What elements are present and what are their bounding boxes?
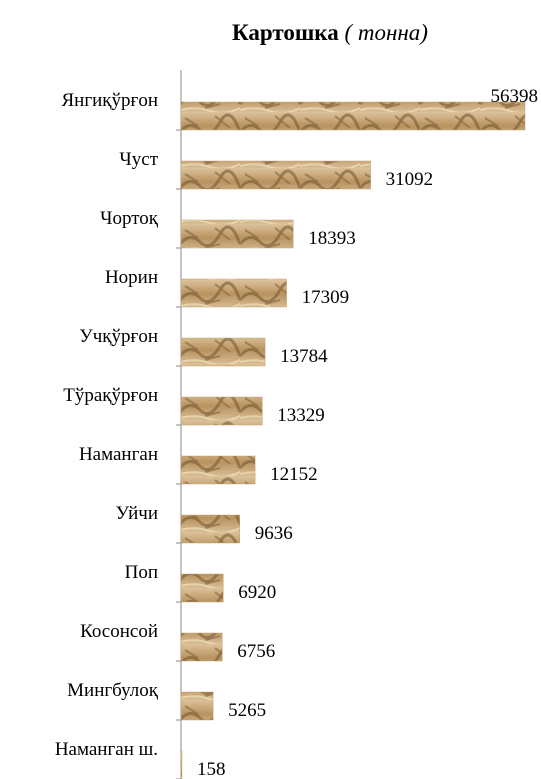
y-tick-label: Норин xyxy=(105,267,158,288)
y-tick-label: Чортоқ xyxy=(100,208,159,229)
y-tick-label: Тўрақўрғон xyxy=(63,385,158,406)
unit: ( тонна) xyxy=(344,20,428,45)
value-label: 18393 xyxy=(308,228,356,249)
y-tick-label: Наманган xyxy=(79,444,158,465)
y-tick-label: Косонсой xyxy=(80,621,158,642)
y-tick-label: Наманган ш. xyxy=(55,739,158,760)
bar xyxy=(180,455,256,485)
value-label: 5265 xyxy=(228,700,266,721)
bar xyxy=(180,632,223,662)
value-label: 6920 xyxy=(238,582,276,603)
value-label: 6756 xyxy=(237,641,275,662)
value-label: 56398 xyxy=(491,86,539,107)
bar xyxy=(180,219,294,249)
bar xyxy=(180,750,183,779)
bar xyxy=(180,691,214,721)
value-label: 13329 xyxy=(277,405,325,426)
bar xyxy=(180,396,263,426)
bar xyxy=(180,514,241,544)
value-label: 31092 xyxy=(386,169,434,190)
y-tick-label: Чуст xyxy=(119,149,158,170)
y-tick-label: Мингбулоқ xyxy=(67,680,159,701)
value-label: 12152 xyxy=(270,464,318,485)
y-tick-label: Уйчи xyxy=(116,503,158,524)
y-tick-label: Янгиқўрғон xyxy=(62,90,159,111)
value-label: 17309 xyxy=(302,287,350,308)
value-label: 9636 xyxy=(255,523,293,544)
y-tick-label: Учқўрғон xyxy=(79,326,158,347)
bar xyxy=(180,337,266,367)
bar xyxy=(180,573,224,603)
chart-title: Картошка ( тонна) xyxy=(232,20,428,45)
y-tick-label: Поп xyxy=(125,562,158,583)
bar xyxy=(180,160,371,190)
title: Картошка xyxy=(232,20,339,45)
value-label: 13784 xyxy=(280,346,328,367)
bar xyxy=(180,278,287,308)
value-label: 158 xyxy=(197,759,226,779)
bar xyxy=(180,101,526,131)
